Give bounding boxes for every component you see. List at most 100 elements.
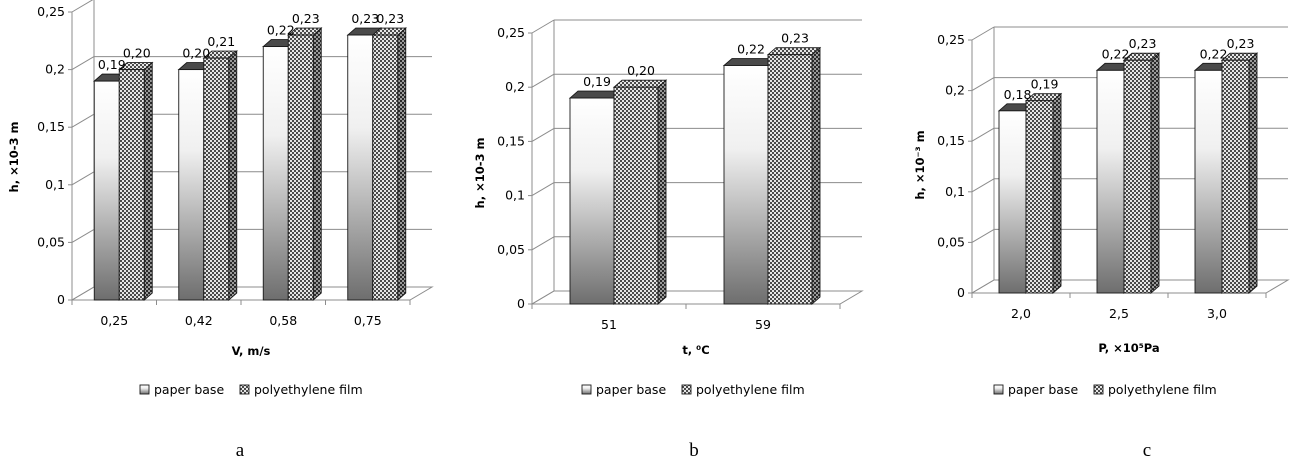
bar-polyethylene-film [1024, 92, 1063, 294]
gridline-side [531, 19, 555, 34]
data-label: 0,21 [207, 34, 235, 49]
y-tick-label: 0,2 [505, 79, 525, 94]
data-label: 0,22 [737, 42, 765, 57]
bar-front-face [1194, 69, 1223, 294]
data-labels: 0,190,20 0,200,210,220,23 0,230,23 [98, 11, 404, 72]
legend-item-paper-base: paper base [139, 382, 224, 397]
y-tick-labels: 0 0,05 0,1 0,15 0,2 0,25 [497, 25, 532, 311]
gridline-side [71, 56, 95, 71]
y-tick-labels: 0 0,05 0,1 0,15 0,2 0,25 [937, 32, 972, 300]
x-tick-labels: 2,0 2,5 3,0 [971, 293, 1267, 321]
panel-label: c [1143, 440, 1151, 461]
legend: paper base polyethylene film [581, 382, 805, 397]
legend-swatch-polyethylene-film [1093, 384, 1104, 395]
legend-label: polyethylene film [1108, 382, 1217, 397]
bar-front-face [93, 80, 120, 301]
x-tick-label: 51 [601, 317, 617, 332]
bar-polyethylene-film [766, 46, 822, 305]
legend-item-paper-base: paper base [581, 382, 666, 397]
gridline-side [71, 171, 95, 186]
y-tick-label: 0 [517, 296, 525, 311]
y-tick-label: 0,15 [497, 133, 525, 148]
legend-swatch-paper-base [993, 384, 1004, 395]
bar-front-face [767, 54, 813, 305]
bar-polyethylene-film [1122, 52, 1161, 294]
data-label: 0,22 [1102, 46, 1130, 61]
bar-front-face [347, 34, 374, 301]
bar-front-face [203, 57, 230, 301]
y-tick-label: 0,05 [937, 234, 965, 249]
gridline-side [71, 228, 95, 243]
y-tick-label: 0 [57, 292, 65, 307]
x-tick-label: 0,25 [100, 313, 128, 328]
bar-front-face [723, 65, 769, 305]
legend-swatch-polyethylene-film [681, 384, 692, 395]
y-tick-label: 0,25 [37, 4, 65, 19]
bar-polyethylene-film [202, 50, 238, 301]
bar-side-face [397, 27, 407, 301]
gridline-side [971, 26, 995, 41]
bar-side-face [1248, 52, 1258, 294]
bar-polyethylene-film [287, 27, 323, 301]
bar-top-face [612, 79, 668, 88]
gridline-side [71, 0, 94, 13]
legend-item-paper-base: paper base [993, 382, 1078, 397]
data-label: 0,23 [376, 11, 404, 26]
data-label: 0,20 [627, 63, 655, 78]
data-label: 0,19 [1031, 77, 1059, 92]
data-label: 0,19 [583, 74, 611, 89]
chart-panel-b: 0 0,05 0,1 0,15 0,2 0,25 51 59 0,19 0,20 0,22 0,23 t… [473, 19, 864, 461]
x-tick-labels: 51 59 [531, 304, 841, 332]
legend-item-polyethylene-film: polyethylene film [681, 382, 805, 397]
data-label: 0,23 [292, 11, 320, 26]
bar-side-face [143, 61, 153, 301]
data-label: 0,20 [123, 46, 151, 61]
x-tick-label: 2,5 [1109, 306, 1129, 321]
bar-front-face [1096, 69, 1125, 294]
bar-front-face [262, 46, 289, 301]
y-tick-label: 0,15 [937, 133, 965, 148]
data-labels: 0,19 0,20 0,22 0,23 [583, 31, 809, 89]
y-tick-label: 0,1 [505, 188, 525, 203]
bar-front-face [613, 86, 659, 305]
bar-front-face [287, 34, 314, 301]
legend-item-polyethylene-film: polyethylene film [239, 382, 363, 397]
y-tick-label: 0,15 [37, 119, 65, 134]
x-tick-label: 0,58 [269, 313, 297, 328]
data-label: 0,19 [98, 57, 126, 72]
y-axis-label: h, ×10⁻³ m [913, 130, 927, 199]
legend-label: paper base [1008, 382, 1078, 397]
x-tick-labels: 0,25 0,42 0,58 0,75 [71, 300, 411, 328]
bar-front-face [1123, 59, 1152, 294]
y-tick-label: 0,25 [497, 25, 525, 40]
y-tick-label: 0 [957, 285, 965, 300]
data-label: 0,22 [267, 23, 295, 38]
data-label: 0,18 [1004, 87, 1032, 102]
gridline-side [971, 127, 995, 142]
legend-swatch-paper-base [581, 384, 592, 395]
panel-label: b [689, 440, 699, 461]
y-tick-label: 0,1 [945, 184, 965, 199]
legend-label: paper base [596, 382, 666, 397]
y-tick-labels: 0 0,05 0,1 0,15 0,2 0,25 [37, 4, 72, 307]
gridline-side [531, 127, 555, 142]
x-tick-label: 59 [755, 317, 771, 332]
legend-swatch-polyethylene-film [239, 384, 250, 395]
data-label: 0,20 [182, 46, 210, 61]
y-axis-label: h, ×10-3 m [7, 122, 21, 193]
bar-front-face [118, 69, 145, 301]
y-tick-label: 0,05 [37, 234, 65, 249]
chart-panel-a: 00,050,10,150,20,250,25 0,42 0,58 0,750,190… [7, 0, 434, 461]
bar-polyethylene-film [612, 79, 668, 305]
bars [93, 27, 407, 301]
gridline-side [971, 228, 995, 243]
bar-side-face [312, 27, 322, 301]
y-tick-label: 0,05 [497, 242, 525, 257]
bar-polyethylene-film [371, 27, 407, 301]
legend-swatch-paper-base [139, 384, 150, 395]
y-tick-label: 0,25 [937, 32, 965, 47]
data-label: 0,22 [1200, 46, 1228, 61]
bars [568, 46, 822, 305]
bar-side-face [1150, 52, 1160, 294]
